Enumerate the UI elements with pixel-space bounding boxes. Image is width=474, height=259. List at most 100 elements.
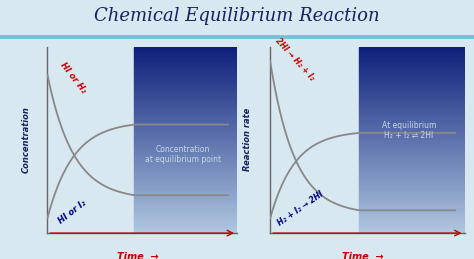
Bar (359, 136, 465, 138)
Text: Time  →: Time → (342, 252, 383, 259)
Bar (134, 116, 237, 118)
Bar (134, 175, 237, 177)
Bar (359, 220, 465, 222)
Bar (359, 174, 465, 175)
Bar (359, 103, 465, 104)
Bar (359, 86, 465, 88)
Bar (359, 99, 465, 101)
Bar (134, 75, 237, 76)
Bar (359, 231, 465, 233)
Bar (359, 140, 465, 142)
Bar (134, 97, 237, 99)
Bar (359, 60, 465, 62)
Bar (359, 106, 465, 108)
Bar (359, 207, 465, 209)
Bar (134, 80, 237, 82)
Text: Reaction rate: Reaction rate (244, 108, 253, 171)
Bar (134, 65, 237, 67)
Bar (359, 116, 465, 118)
Text: HI or H₂: HI or H₂ (58, 61, 88, 95)
Bar (359, 84, 465, 86)
Bar (134, 222, 237, 224)
Bar (134, 211, 237, 213)
Bar (359, 168, 465, 170)
Bar (134, 76, 237, 78)
Bar (134, 194, 237, 196)
Bar (134, 171, 237, 174)
Bar (134, 151, 237, 153)
Bar (134, 149, 237, 151)
Bar (359, 67, 465, 69)
Bar (134, 86, 237, 88)
Bar (134, 47, 237, 48)
Bar (359, 218, 465, 220)
Bar (359, 143, 465, 146)
Bar (359, 127, 465, 129)
Bar (359, 114, 465, 116)
Bar (134, 54, 237, 56)
Bar (359, 54, 465, 56)
Bar (134, 170, 237, 171)
Bar (134, 84, 237, 86)
Bar (134, 162, 237, 164)
Bar (359, 227, 465, 229)
Bar (134, 103, 237, 104)
Bar (134, 155, 237, 157)
Bar (359, 73, 465, 75)
Bar (134, 62, 237, 63)
Bar (359, 177, 465, 179)
Bar (134, 164, 237, 166)
Bar (134, 198, 237, 199)
Bar (134, 73, 237, 75)
Bar (134, 207, 237, 209)
Bar (134, 183, 237, 185)
Bar (359, 91, 465, 93)
Text: HI or I₂: HI or I₂ (56, 199, 88, 226)
Bar (359, 194, 465, 196)
Bar (134, 202, 237, 203)
Bar (134, 123, 237, 125)
Bar (134, 93, 237, 95)
Bar (359, 226, 465, 227)
Bar (134, 127, 237, 129)
Bar (134, 224, 237, 226)
Bar (359, 78, 465, 80)
Bar (359, 188, 465, 190)
Bar (359, 47, 465, 48)
Bar (134, 63, 237, 65)
Bar (134, 119, 237, 121)
Bar (134, 140, 237, 142)
Bar (359, 97, 465, 99)
Bar (134, 143, 237, 146)
Bar (359, 90, 465, 91)
Bar (134, 110, 237, 112)
Bar (359, 164, 465, 166)
Bar (134, 226, 237, 227)
Bar (359, 82, 465, 84)
Bar (359, 170, 465, 171)
Bar (359, 147, 465, 149)
Text: Chemical Equilibrium Reaction: Chemical Equilibrium Reaction (94, 7, 380, 25)
Bar (359, 209, 465, 211)
Bar (359, 214, 465, 216)
Bar (359, 121, 465, 123)
Bar (134, 146, 237, 147)
Bar (134, 106, 237, 108)
Bar (134, 125, 237, 127)
Bar (134, 71, 237, 73)
Bar (359, 175, 465, 177)
Text: 2HI → H₂ + I₂: 2HI → H₂ + I₂ (274, 36, 317, 82)
Bar (134, 121, 237, 123)
Bar (134, 181, 237, 183)
Bar (134, 69, 237, 71)
Bar (359, 110, 465, 112)
Bar (359, 112, 465, 114)
Bar (359, 159, 465, 160)
Bar (134, 220, 237, 222)
Bar (359, 48, 465, 50)
Bar (134, 82, 237, 84)
Bar (134, 142, 237, 143)
Bar (359, 199, 465, 202)
Bar (134, 177, 237, 179)
Bar (134, 199, 237, 202)
